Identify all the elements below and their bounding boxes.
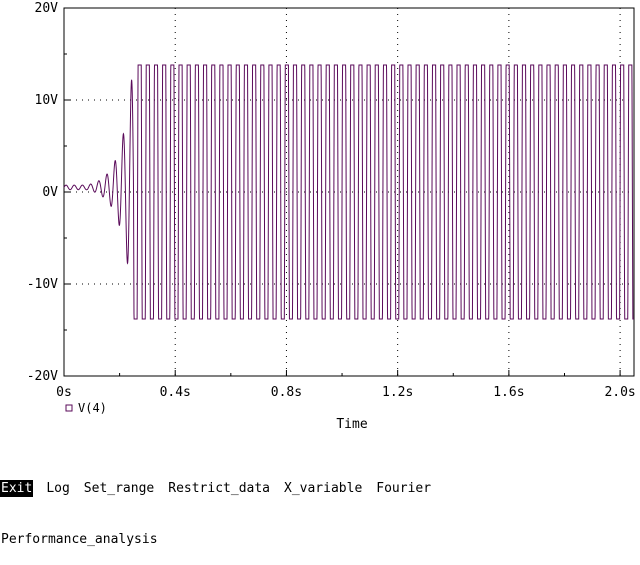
x-tick-label: 0.4s — [160, 385, 191, 400]
menu-item-log[interactable]: Log — [46, 481, 70, 496]
trace-v4 — [63, 64, 634, 320]
waveform-plot: 0s 0.4s 0.8s 1.2s 1.6s 2.0s 20V 10V 0V -10V -20V V… — [27, 1, 636, 432]
menu-row-2: Performance_analysis — [0, 531, 640, 548]
x-axis-label: Time — [336, 417, 367, 432]
x-tick-label: 1.6s — [493, 385, 524, 400]
legend: V(4) — [65, 401, 107, 415]
menu-item-restrict-data[interactable]: Restrict_data — [168, 481, 270, 496]
menu-item-performance-analysis[interactable]: Performance_analysis — [1, 532, 158, 547]
probe-menu: Exit Log Set_range Restrict_data X_variable F… — [0, 446, 640, 565]
menu-row-1: Exit Log Set_range Restrict_data X_variable F… — [0, 480, 640, 497]
x-tick-label: 2.0s — [604, 385, 635, 400]
y-tick-label: -20V — [27, 369, 58, 384]
y-tick-label: 0V — [42, 185, 58, 200]
legend-marker-icon — [65, 404, 73, 412]
menu-item-exit[interactable]: Exit — [0, 480, 34, 497]
x-tick-label: 1.2s — [382, 385, 413, 400]
legend-label: V(4) — [78, 401, 107, 415]
y-tick-label: -10V — [27, 277, 58, 292]
menu-item-fourier[interactable]: Fourier — [376, 481, 432, 496]
axis-ticks: 0s 0.4s 0.8s 1.2s 1.6s 2.0s 20V 10V 0V -10V -20V — [27, 1, 636, 400]
x-tick-label: 0.8s — [271, 385, 302, 400]
y-tick-label: 20V — [35, 1, 59, 16]
x-tick-label: 0s — [56, 385, 72, 400]
y-tick-label: 10V — [35, 93, 59, 108]
menu-item-set-range[interactable]: Set_range — [83, 481, 155, 496]
menu-item-x-variable[interactable]: X_variable — [284, 481, 363, 496]
